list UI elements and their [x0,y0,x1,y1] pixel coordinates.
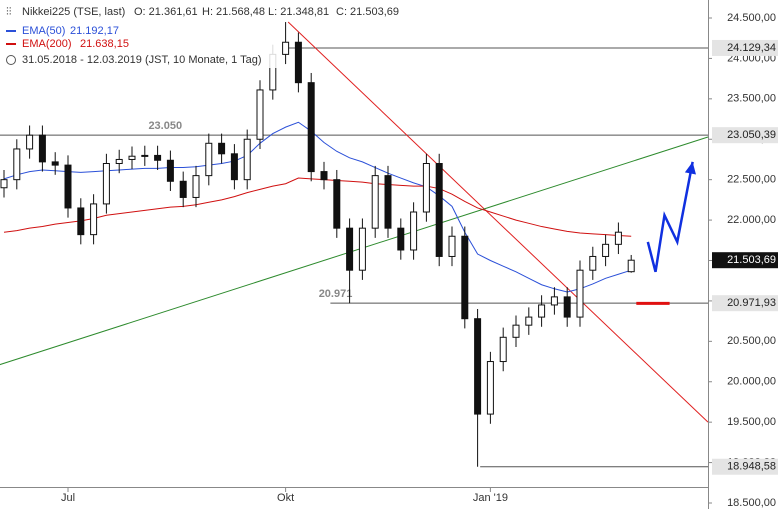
legend-name: EMA(200) [22,38,72,50]
legend-bg [0,2,280,68]
candle-body [205,142,213,177]
legend-icon: ⫶⫶ [6,6,12,18]
annotation: 20.971 [319,288,353,300]
legend: ⫶⫶ Nikkei225 (TSE, last) O: 21.361,61 H:… [0,2,399,68]
y-tick-label: 24.500,00 [727,12,776,24]
candle-body [13,148,21,181]
level-box [712,458,778,475]
candle-body [512,324,520,338]
x-tick-label: Jul [61,492,75,504]
candle-body [0,179,8,189]
level-label: 20.971,93 [727,297,776,309]
y-tick-label: 22.000,00 [727,214,776,226]
level-label: 18.948,58 [727,461,776,473]
level-label: 24.129,34 [727,42,776,54]
candle-body [333,179,341,229]
candle-body [525,316,533,326]
plot: 23.050 20.971 [0,21,709,468]
candle-body [384,175,392,229]
candle-body [550,296,558,306]
candle-body [26,134,34,150]
period: 31.05.2018 - 12.03.2019 (JST, 10 Monate,… [22,54,262,66]
candle-body [602,243,610,257]
candle-body [627,259,635,273]
level-box [712,252,778,269]
level-box [712,127,778,144]
candle-body [90,203,98,236]
candle-body [38,134,46,163]
y-tick-label: 20.000,00 [727,376,776,388]
level-box [712,39,778,56]
legend-value: 21.192,17 [70,25,119,37]
candle-body [115,158,123,164]
trendline [0,136,709,366]
candle-body [614,231,622,245]
candle-body [538,304,546,318]
trendline [646,161,694,273]
candle-body [166,159,174,182]
candle-body [371,175,379,229]
legend-value: 21.638,15 [80,38,129,50]
ohlc-low: L: 21.348,81 [268,6,329,18]
candle-body [128,155,136,160]
x-tick-label: Jan '19 [473,492,508,504]
arrow-head [684,161,696,175]
y-tick-label: 18.500,00 [727,497,776,509]
level-label: 23.050,39 [727,129,776,141]
y-tick-label: 22.500,00 [727,174,776,186]
symbol: Nikkei225 (TSE, last) [22,6,125,18]
candle-body [307,82,315,173]
ohlc-close: C: 21.503,69 [336,6,399,18]
annotation: 23.050 [148,120,182,132]
candle-body [243,138,251,181]
candle-body [141,154,149,157]
trendline [287,21,709,423]
candle-body [576,269,584,318]
candle-body [154,154,162,161]
candle-body [589,255,597,271]
y-tick-label: 20.500,00 [727,335,776,347]
candle-body [410,211,418,251]
level-box [712,295,778,312]
candle-body [230,153,238,181]
ema-line [3,177,632,237]
clock-icon [6,55,16,65]
y-tick-label: 19.500,00 [727,416,776,428]
legend-name: EMA(50) [22,25,65,37]
candle-body [461,235,469,320]
candle-body [474,318,482,415]
ohlc-open: O: 21.361,61 [134,6,198,18]
level-label: 21.503,69 [727,254,776,266]
x-tick-label: Okt [277,492,294,504]
candle-body [51,161,59,166]
candle-body [192,175,200,198]
candle-body [102,163,110,205]
ohlc-high: H: 21.568,48 [202,6,265,18]
candle-body [320,171,328,181]
candle-body [218,142,226,155]
candle-body [397,227,405,251]
candle-body [77,207,85,236]
candle-body [422,163,430,213]
candle-body [358,227,366,271]
candle-body [256,89,264,140]
candle-body [346,227,354,271]
candle-body [486,361,494,415]
candle-body [563,296,571,318]
candle-body [64,164,72,209]
candle-body [294,41,302,84]
candle-body [435,163,443,257]
axis: 18.500,0019.000,0019.500,0020.000,0020.5… [61,12,778,509]
candle-body [282,41,290,55]
candle-body [448,235,456,257]
y-tick-label: 23.500,00 [727,93,776,105]
candle-body [179,180,187,198]
candle-body [499,336,507,363]
